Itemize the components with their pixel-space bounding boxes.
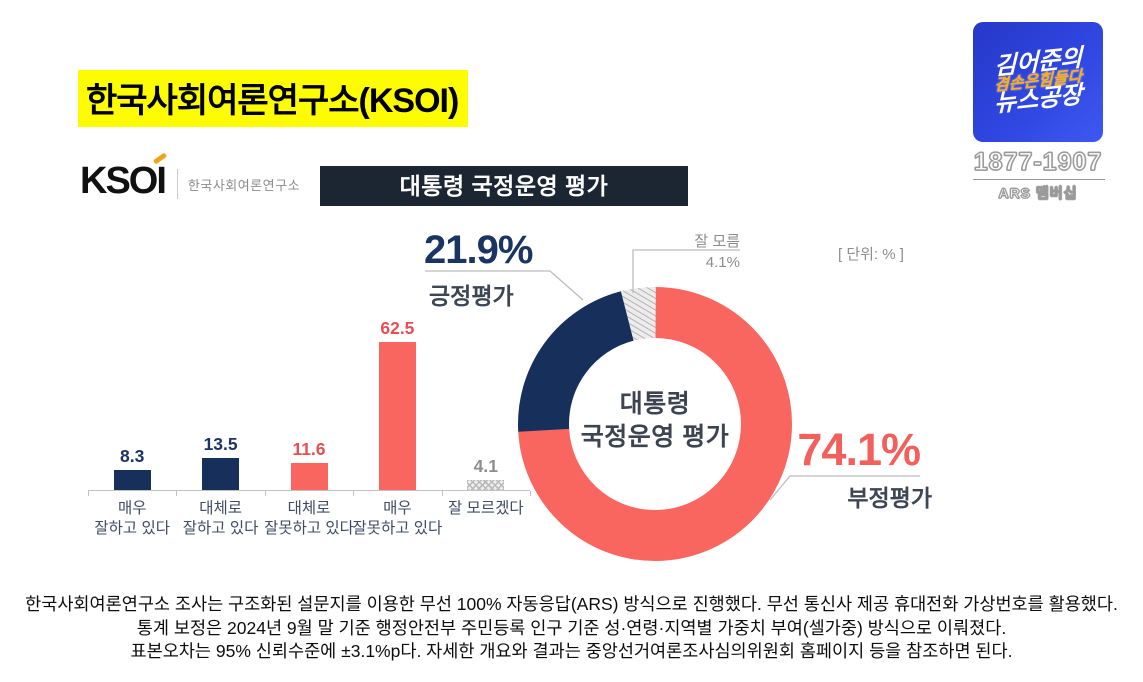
bar-2 [290,462,328,490]
bar-4 [467,480,505,490]
divider [973,179,1105,180]
unknown-rating-value: 4.1% [705,254,740,271]
logo-line-3: 뉴스공장 [994,81,1082,118]
axis-tick [530,491,531,496]
news-factory-logo-icon: 김어준의 겸손은힘들다 뉴스공장 [973,22,1103,142]
positive-rating-label: 긍정평가 [429,283,514,309]
axis-tick [176,491,178,496]
bar-category-label: 매우 잘못하고 있다 [352,500,443,537]
broadcaster-logo: 김어준의 겸손은힘들다 뉴스공장 1877-1907 ARS 멤버십 [973,22,1105,203]
bar-value-label: 62.5 [380,318,415,338]
bar-value-label: 11.6 [292,438,326,459]
footnote-line-2: 통계 보정은 2024년 9월 말 기준 행정안전부 주민등록 인구 기준 성·… [136,617,1007,638]
footnote-line-3: 표본오차는 95% 신뢰수준에 ±3.1%p다. 자세한 개요와 결과는 중앙선… [130,641,1013,661]
x-axis [88,490,530,491]
ars-phone-number: 1877-1907 [973,147,1103,176]
ksoi-acronym: KSOI [80,152,168,203]
positive-rating-value: 21.9% [424,228,533,272]
ksoi-accent-icon [152,152,168,165]
axis-tick [264,491,266,496]
divider [176,168,178,199]
bar-value-label: 4.1 [473,456,498,477]
ksoi-full-name: 한국사회여론연구소 [187,178,301,193]
bar-0 [113,470,151,490]
chart-title-banner: 대통령 국정운영 평가 [320,166,688,206]
axis-tick [88,491,89,496]
bar-category-label: 매우 잘하고 있다 [94,500,170,537]
donut-chart [518,286,792,561]
negative-rating-value: 74.1% [797,424,921,475]
axis-tick [441,491,443,496]
bar-1 [202,458,240,490]
page-title: 한국사회여론연구소(KSOI) [78,70,469,127]
bar-value-label: 8.3 [120,446,145,467]
bar-3 [378,342,416,490]
unknown-rating-label: 잘 모름 [694,233,740,250]
bar-category-label: 대체로 잘못하고 있다 [264,500,354,537]
negative-rating-label: 부정평가 [847,485,932,511]
methodology-footnote: 한국사회여론연구소 조사는 구조화된 설문지를 이용한 무선 100% 자동응답… [0,593,1143,664]
bar-category-label: 잘 모르겠다 [447,500,524,517]
footnote-line-1: 한국사회여론연구소 조사는 구조화된 설문지를 이용한 무선 100% 자동응답… [25,594,1118,614]
ars-membership-label: ARS 멤버십 [998,185,1078,202]
unit-label: [ 단위: % ] [838,246,904,263]
donut-segment-2 [518,287,792,561]
ksoi-logo: KSOI 한국사회여론연구소 [80,152,301,203]
bar-chart: 8.3 매우 잘하고 있다 13.5 대체로 잘하고 있다 11.6 대체로 잘못하고 있… [88,318,531,537]
bar-value-label: 13.5 [203,434,238,454]
donut-center-label: 대통령 국정운영 평가 [580,390,730,451]
bar-category-label: 대체로 잘하고 있다 [182,500,259,537]
donut-segment-1 [518,286,792,561]
axis-tick [353,491,355,496]
